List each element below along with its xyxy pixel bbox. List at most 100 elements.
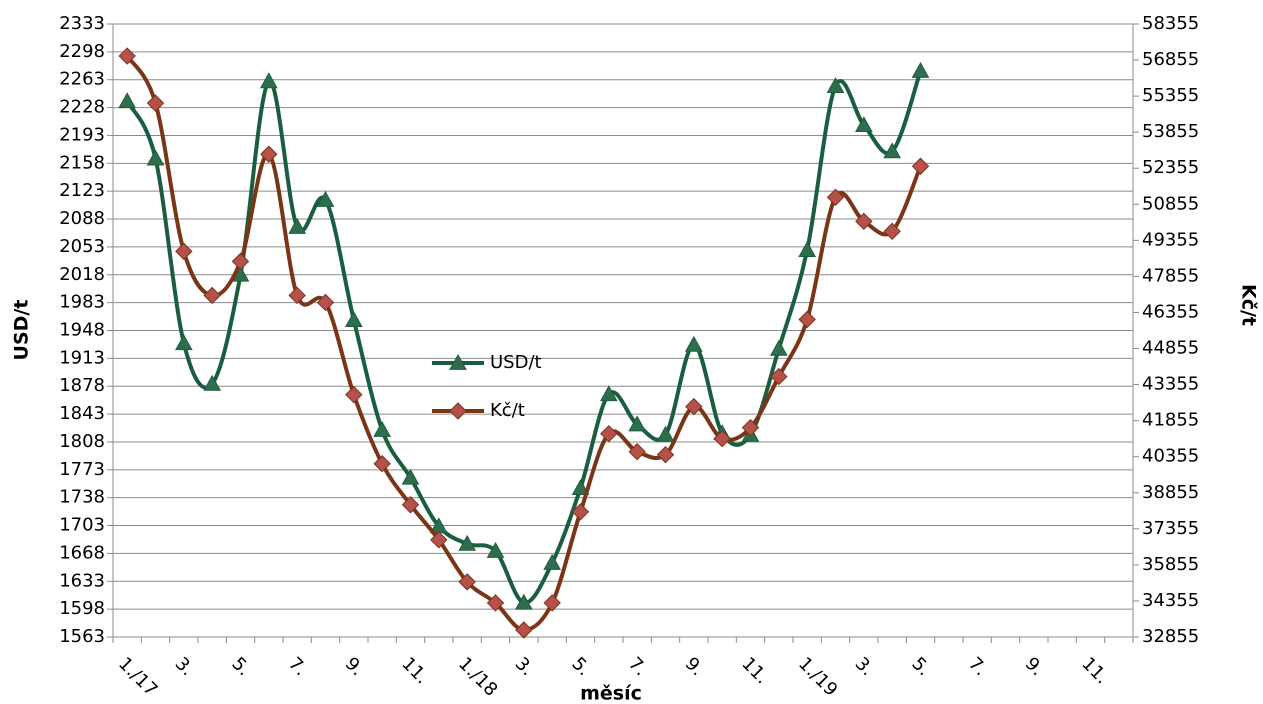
y-tick-label: 2298 (59, 41, 105, 62)
y-tick-label: 1913 (59, 347, 105, 368)
legend-label: USD/t (490, 352, 542, 373)
point-marker (826, 188, 845, 206)
point-marker (231, 252, 250, 271)
x-tick-label: 3. (511, 653, 538, 680)
y-tick-label: 1738 (59, 487, 105, 508)
y2-tick-label: 32855 (1142, 626, 1199, 647)
point-marker (146, 149, 165, 166)
point-marker (288, 217, 307, 234)
y-tick-label: 1843 (59, 403, 105, 424)
x-tick-label: 1./17 (114, 653, 161, 700)
point-marker (656, 425, 675, 442)
x-tick-label: 9. (341, 653, 368, 680)
y-tick-label: 1633 (59, 570, 105, 591)
point-marker (514, 593, 533, 610)
point-marker (769, 339, 788, 356)
point-marker (146, 94, 165, 112)
point-marker (543, 553, 562, 570)
y-tick-label: 1668 (59, 542, 105, 563)
point-marker (713, 429, 731, 448)
point-marker (599, 385, 618, 402)
point-marker (344, 311, 363, 328)
y2-tick-label: 41855 (1142, 410, 1199, 431)
point-marker (656, 446, 675, 464)
point-marker (203, 286, 221, 305)
point-marker (458, 573, 476, 591)
y-tick-label: 1983 (59, 292, 105, 313)
point-marker (571, 479, 590, 496)
x-tick-label: 7. (284, 653, 311, 680)
point-marker (259, 72, 278, 89)
x-tick-label: 5. (567, 653, 594, 680)
point-marker (685, 397, 703, 416)
point-marker (826, 77, 845, 93)
x-tick-label: 11. (397, 653, 432, 688)
y2-tick-label: 53855 (1142, 121, 1199, 142)
y-tick-label: 2018 (59, 264, 105, 285)
x-tick-label: 1./18 (454, 653, 501, 700)
x-tick-label: 11. (737, 653, 772, 688)
point-marker (883, 222, 901, 241)
x-tick-label: 11. (1077, 653, 1112, 688)
y-tick-label: 1878 (59, 375, 105, 396)
point-marker (486, 594, 505, 612)
y-tick-label: 2193 (59, 124, 105, 145)
y-tick-label: 1598 (59, 598, 105, 619)
x-tick-label: 9. (681, 653, 708, 680)
y-tick-label: 2053 (59, 236, 105, 257)
y2-tick-label: 46355 (1142, 301, 1199, 322)
point-marker (175, 242, 193, 261)
point-marker (316, 190, 335, 207)
y-tick-label: 2228 (59, 97, 105, 118)
y2-tick-label: 40355 (1142, 446, 1199, 467)
point-marker (741, 418, 760, 437)
point-marker (854, 116, 873, 133)
point-marker (401, 496, 420, 514)
point-marker (203, 374, 222, 391)
y2-tick-label: 34355 (1142, 590, 1199, 611)
series-line (125, 70, 923, 605)
x-tick-label: 5. (907, 653, 934, 680)
point-marker (628, 415, 647, 432)
legend-label: Kč/t (490, 400, 525, 421)
y-tick-label: 2263 (59, 69, 105, 90)
point-marker (770, 367, 788, 386)
y2-tick-label: 43355 (1142, 374, 1199, 395)
point-marker (373, 455, 391, 473)
point-marker (316, 293, 335, 312)
y-tick-label: 1773 (59, 459, 105, 480)
y2-tick-label: 55355 (1142, 85, 1199, 106)
y2-tick-label: 50855 (1142, 193, 1199, 214)
y-tick-label: 1808 (59, 431, 105, 452)
point-marker (628, 442, 646, 461)
legend-marker (449, 402, 467, 420)
legend-marker (449, 353, 467, 370)
x-tick-label: 3. (171, 653, 198, 680)
y-tick-label: 1948 (59, 320, 105, 341)
y-tick-label: 2333 (59, 13, 105, 34)
point-marker (486, 541, 505, 558)
y2-tick-label: 58355 (1142, 13, 1199, 34)
x-tick-label: 7. (964, 653, 991, 680)
y-tick-label: 2088 (59, 208, 105, 229)
point-marker (515, 621, 533, 639)
point-marker (911, 157, 930, 175)
y2-tick-label: 52355 (1142, 157, 1199, 178)
point-marker (798, 241, 817, 257)
y2-tick-label: 35855 (1142, 554, 1199, 575)
y2-axis-title: Kč/t (1238, 284, 1260, 326)
point-marker (260, 145, 278, 163)
point-marker (684, 335, 703, 352)
y2-tick-label: 37355 (1142, 518, 1199, 539)
y-tick-label: 2158 (59, 152, 105, 173)
point-marker (345, 385, 363, 404)
x-tick-label: 1./19 (794, 653, 841, 700)
y2-tick-label: 44855 (1142, 338, 1199, 359)
point-marker (430, 531, 448, 549)
x-tick-label: 9. (1021, 653, 1048, 680)
point-marker (543, 594, 561, 612)
x-axis-title: měsíc (580, 683, 642, 704)
point-marker (118, 47, 136, 65)
point-marker (855, 212, 873, 231)
